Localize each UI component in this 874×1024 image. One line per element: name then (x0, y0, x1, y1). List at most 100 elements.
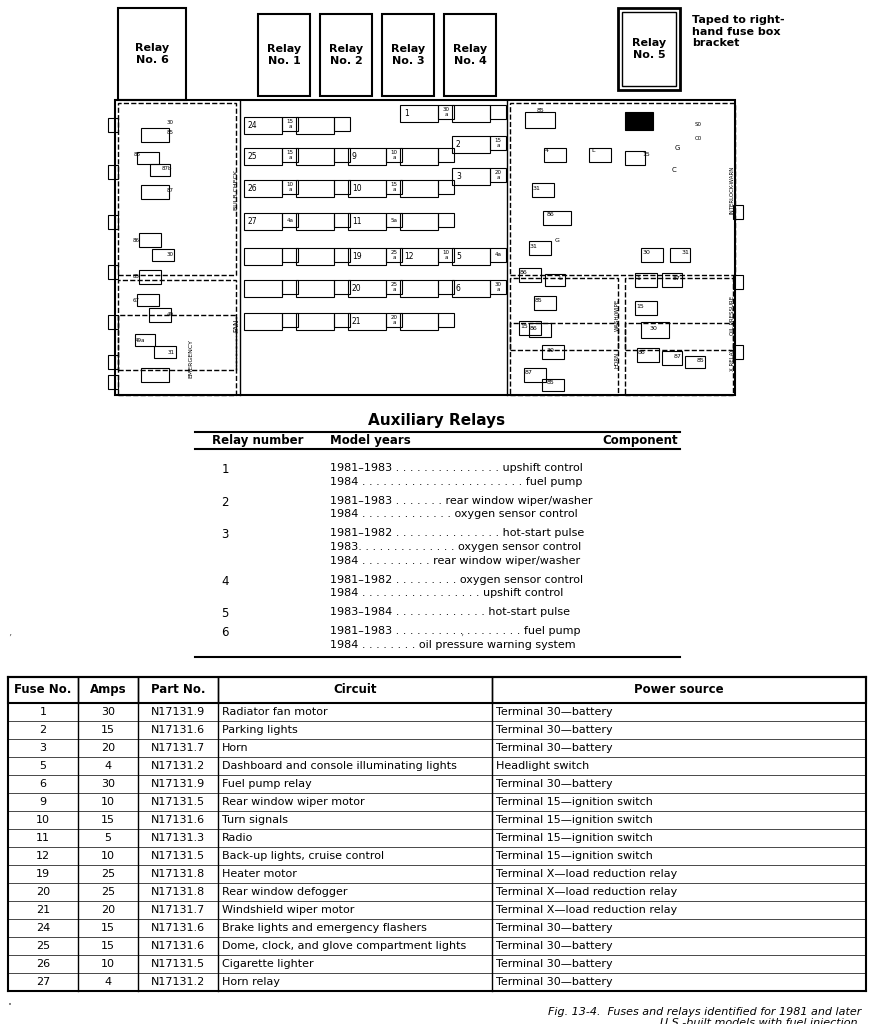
Bar (625, 112, 653, 130)
Text: 85: 85 (133, 274, 140, 280)
Text: 1981–1983 . . . . . . . . . . . . . . . upshift control: 1981–1983 . . . . . . . . . . . . . . . … (330, 463, 583, 473)
Text: 1: 1 (221, 463, 229, 476)
Text: 10: 10 (352, 184, 362, 193)
Bar (244, 280, 282, 297)
Text: N17131.5: N17131.5 (151, 958, 205, 969)
Text: 31: 31 (682, 251, 690, 256)
Bar (386, 313, 402, 327)
Bar (452, 168, 490, 185)
Text: 30
a: 30 a (495, 282, 502, 293)
Bar (296, 117, 334, 134)
Text: 6: 6 (39, 778, 46, 788)
Text: N17131.6: N17131.6 (151, 725, 205, 734)
Bar (452, 105, 490, 122)
Text: 10: 10 (36, 815, 50, 824)
Bar (141, 128, 169, 142)
Text: Relay
No. 3: Relay No. 3 (391, 44, 425, 66)
Bar (438, 280, 454, 294)
Bar (296, 180, 334, 197)
Bar (386, 213, 402, 227)
Text: 31: 31 (168, 349, 175, 354)
Bar (282, 148, 298, 162)
Bar (244, 117, 282, 134)
Text: N17131.8: N17131.8 (151, 868, 205, 879)
Bar (118, 280, 236, 370)
Text: 49: 49 (167, 312, 174, 317)
Bar (525, 112, 555, 128)
Text: Terminal 30—battery: Terminal 30—battery (496, 941, 613, 950)
Bar (452, 136, 490, 153)
Text: 86: 86 (134, 153, 141, 158)
Text: N17131.9: N17131.9 (151, 707, 205, 717)
Bar (139, 270, 161, 284)
Text: 30: 30 (643, 251, 651, 256)
Text: 30: 30 (547, 347, 555, 352)
Bar (244, 313, 282, 330)
Text: 5: 5 (105, 833, 112, 843)
Text: Relay
No. 5: Relay No. 5 (632, 38, 666, 59)
Bar (733, 275, 743, 289)
Bar (386, 148, 402, 162)
Text: 6: 6 (221, 626, 229, 639)
Text: N17131.3: N17131.3 (151, 833, 205, 843)
Bar (282, 313, 298, 327)
Bar (149, 308, 171, 322)
Text: Radiator fan motor: Radiator fan motor (222, 707, 328, 717)
Text: 85: 85 (697, 357, 704, 362)
Bar (400, 148, 438, 165)
Bar (733, 345, 743, 359)
Text: X RELAY: X RELAY (730, 349, 734, 371)
Text: 86: 86 (638, 350, 646, 355)
Text: Terminal X—load reduction relay: Terminal X—load reduction relay (496, 887, 677, 897)
Text: INTERLOCK-WARN: INTERLOCK-WARN (730, 166, 734, 214)
Bar (108, 215, 118, 229)
Text: 31: 31 (533, 185, 541, 190)
Text: Terminal 30—battery: Terminal 30—battery (496, 958, 613, 969)
Bar (258, 14, 310, 96)
Bar (625, 323, 733, 395)
Text: 10: 10 (101, 797, 115, 807)
Text: 9: 9 (39, 797, 46, 807)
Text: 3: 3 (221, 528, 229, 542)
Bar (386, 248, 402, 262)
Bar (118, 315, 236, 395)
Text: 19: 19 (352, 252, 362, 261)
Bar (108, 118, 118, 132)
Bar (641, 322, 669, 338)
Bar (296, 248, 334, 265)
Text: 2: 2 (39, 725, 46, 734)
Text: 25: 25 (101, 868, 115, 879)
Bar (334, 313, 350, 327)
Bar (282, 117, 298, 131)
Bar (622, 12, 676, 86)
Text: WASH/WIPE: WASH/WIPE (614, 299, 620, 331)
Bar (137, 294, 159, 306)
Text: 15: 15 (520, 324, 528, 329)
Text: Terminal 15—ignition switch: Terminal 15—ignition switch (496, 833, 653, 843)
Bar (532, 183, 554, 197)
Text: 4: 4 (221, 574, 229, 588)
Text: N17131.2: N17131.2 (151, 761, 205, 771)
Bar (635, 273, 657, 287)
Text: 30: 30 (167, 253, 174, 257)
Bar (542, 345, 564, 359)
Text: Rear window wiper motor: Rear window wiper motor (222, 797, 364, 807)
Bar (400, 105, 438, 122)
Bar (108, 355, 118, 369)
Text: 5: 5 (456, 252, 461, 261)
Text: N17131.8: N17131.8 (151, 887, 205, 897)
Bar (348, 280, 386, 297)
Text: 24: 24 (248, 121, 258, 130)
Bar (510, 103, 735, 275)
Bar (545, 274, 565, 286)
Text: Terminal X—load reduction relay: Terminal X—load reduction relay (496, 904, 677, 914)
Bar (625, 151, 645, 165)
Bar (282, 280, 298, 294)
Text: 15: 15 (101, 725, 115, 734)
Text: 85: 85 (535, 299, 543, 303)
Bar (348, 213, 386, 230)
Text: N17131.9: N17131.9 (151, 778, 205, 788)
Bar (400, 180, 438, 197)
Bar (8, 677, 866, 702)
Text: 2: 2 (221, 496, 229, 509)
